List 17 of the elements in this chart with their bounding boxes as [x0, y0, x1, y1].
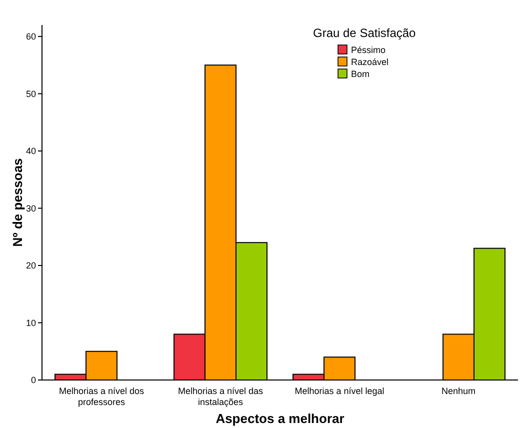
y-axis-title: Nº de pessoas	[10, 158, 25, 247]
x-tick-label: Nenhum	[441, 386, 476, 396]
x-tick-label: Melhorias a nível dos professores	[58, 386, 145, 407]
x-axis-title: Aspectos a melhorar	[216, 411, 344, 426]
legend-title: Grau de Satisfação	[313, 26, 416, 40]
y-tick-label: 30	[26, 203, 36, 214]
y-tick-label: 60	[26, 32, 36, 42]
y-tick-label: 20	[26, 260, 36, 271]
y-tick-label: 40	[26, 146, 36, 156]
y-tick-label: 0	[30, 375, 36, 386]
x-tick-label: Melhorias a nível das instalações	[178, 386, 264, 407]
legend-label: Péssimo	[351, 45, 386, 55]
x-tick-label: Melhorias a nível legal	[294, 386, 384, 396]
legend-label: Razoável	[351, 57, 389, 67]
y-tick-label: 10	[26, 318, 36, 328]
legend-label: Bom	[351, 69, 370, 79]
y-tick-label: 50	[26, 88, 36, 99]
